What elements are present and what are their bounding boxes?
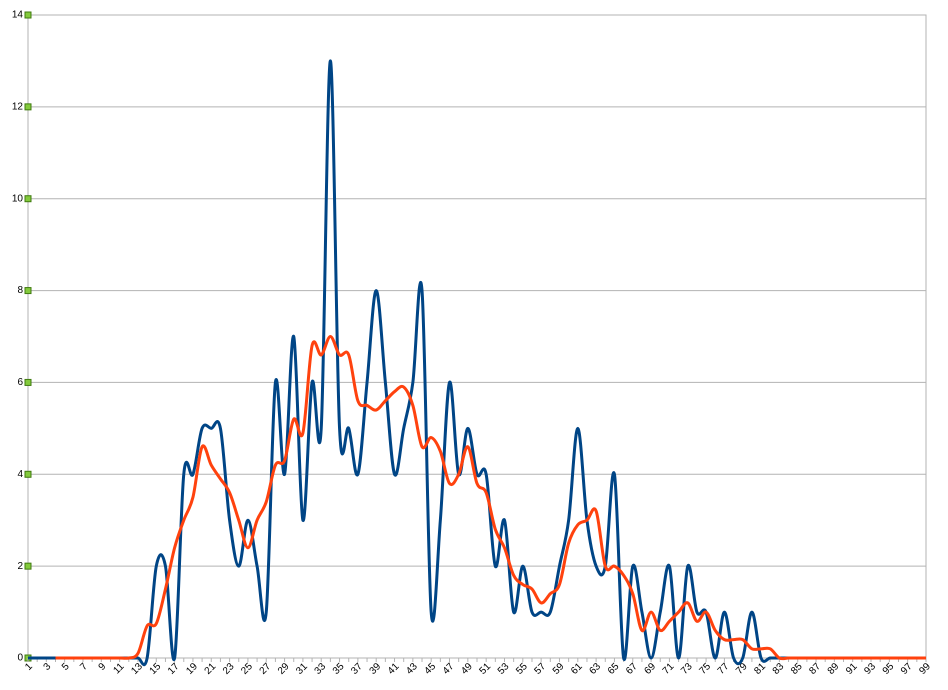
x-tick-label: 77	[716, 661, 732, 677]
x-tick-label: 45	[423, 661, 439, 677]
x-tick-label: 73	[679, 661, 695, 677]
x-tick-label: 53	[496, 661, 512, 677]
series-line	[55, 335, 926, 661]
x-tick-label: 19	[184, 661, 200, 677]
x-tick-label: 67	[624, 661, 640, 677]
x-tick-label: 83	[771, 661, 787, 677]
x-tick-label: 87	[807, 661, 823, 677]
x-tick-label: 11	[111, 661, 126, 676]
x-tick-label: 17	[166, 661, 182, 677]
x-tick-label: 35	[331, 661, 347, 677]
x-tick-label: 57	[532, 661, 548, 677]
x-tick-label: 33	[313, 661, 329, 677]
y-tick-label: 12	[12, 101, 24, 112]
y-tick-mark	[24, 562, 32, 570]
x-tick-label: 89	[826, 661, 842, 677]
x-tick-label: 41	[386, 661, 402, 677]
y-tick-label: 10	[12, 193, 24, 204]
x-tick-label: 47	[441, 661, 457, 677]
x-tick-label: 91	[844, 661, 860, 677]
x-tick-label: 43	[404, 661, 420, 677]
x-tick-label: 3	[42, 661, 54, 673]
x-tick-label: 61	[569, 661, 585, 677]
y-tick-label: 8	[17, 285, 23, 296]
series-line	[28, 59, 926, 667]
x-tick-label: 81	[752, 661, 768, 677]
x-tick-label: 9	[97, 661, 109, 673]
x-tick-label: 29	[276, 661, 292, 677]
y-tick-mark	[24, 378, 32, 386]
x-tick-label: 99	[917, 661, 933, 677]
x-tick-label: 21	[203, 661, 219, 677]
y-tick-label: 2	[17, 561, 23, 572]
y-tick-mark	[24, 11, 32, 19]
x-tick-label: 31	[294, 661, 310, 677]
y-tick-label: 0	[17, 653, 23, 664]
x-tick-label: 27	[258, 661, 274, 677]
x-tick-label: 5	[60, 661, 72, 673]
x-tick-label: 63	[587, 661, 603, 677]
y-tick-mark	[24, 103, 32, 111]
x-tick-label: 51	[478, 661, 494, 677]
x-tick-label: 15	[148, 661, 164, 677]
y-tick-label: 14	[12, 10, 24, 21]
x-tick-label: 59	[551, 661, 567, 677]
x-tick-label: 55	[514, 661, 530, 677]
y-tick-mark	[24, 287, 32, 295]
x-tick-label: 95	[881, 661, 897, 677]
x-tick-label: 69	[642, 661, 658, 677]
x-tick-label: 93	[862, 661, 878, 677]
x-tick-label: 75	[697, 661, 713, 677]
y-tick-label: 6	[17, 377, 23, 388]
x-tick-label: 49	[459, 661, 475, 677]
x-tick-label: 23	[221, 661, 237, 677]
x-tick-label: 7	[78, 661, 90, 673]
x-tick-label: 25	[239, 661, 255, 677]
x-tick-label: 65	[606, 661, 622, 677]
y-tick-mark	[24, 470, 32, 478]
x-tick-label: 97	[899, 661, 915, 677]
plot-area	[27, 14, 927, 659]
x-tick-label: 85	[789, 661, 805, 677]
x-tick-label: 39	[368, 661, 384, 677]
x-tick-label: 1	[23, 661, 35, 673]
y-tick-label: 4	[17, 469, 23, 480]
x-tick-label: 37	[349, 661, 365, 677]
y-tick-mark	[24, 195, 32, 203]
x-tick-label: 71	[661, 661, 677, 677]
